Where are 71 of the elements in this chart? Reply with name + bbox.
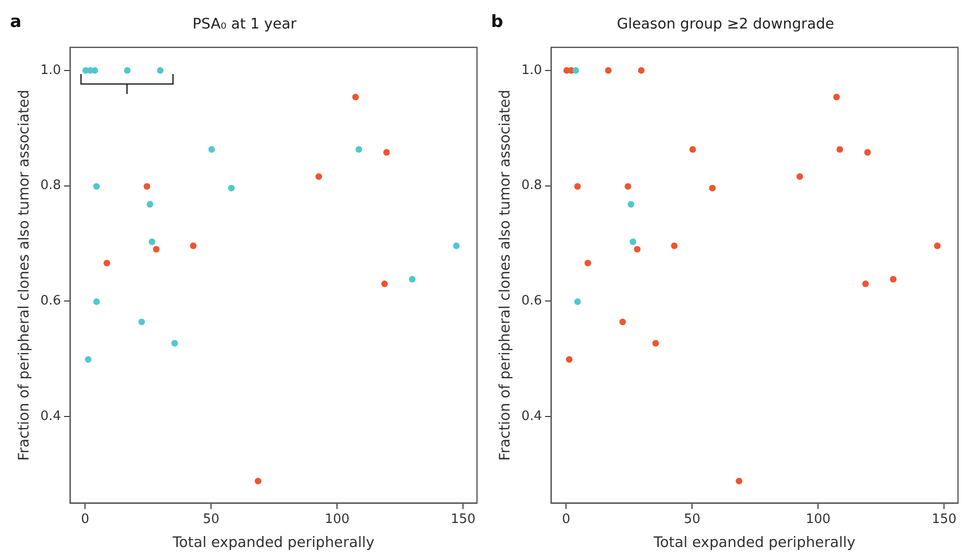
point bbox=[574, 183, 581, 190]
y-axis-title: Fraction of peripheral clones also tumor associated bbox=[497, 90, 514, 461]
point bbox=[146, 200, 154, 208]
point bbox=[619, 318, 626, 326]
y-tick-label: 0.4 bbox=[40, 408, 62, 424]
point bbox=[383, 149, 390, 156]
point bbox=[93, 298, 100, 306]
point bbox=[652, 340, 659, 347]
point bbox=[689, 146, 696, 153]
point bbox=[453, 242, 460, 250]
point bbox=[864, 149, 871, 156]
point bbox=[148, 238, 156, 246]
x-axis-title: Total expanded peripherally bbox=[172, 535, 375, 552]
y-tick-label: 1.0 bbox=[40, 62, 62, 78]
point bbox=[566, 356, 573, 363]
x-axis-title: Total expanded peripherally bbox=[652, 535, 856, 552]
text: a bbox=[10, 12, 22, 32]
y-tick-label: 0.4 bbox=[521, 408, 542, 424]
point bbox=[124, 67, 131, 74]
chart-title: PSA₀ at 1 year bbox=[192, 16, 296, 32]
y-tick-label: 0.8 bbox=[521, 178, 542, 194]
point bbox=[208, 146, 215, 153]
y-axis-title: Fraction of peripheral clones also tumor associated bbox=[16, 90, 32, 461]
y-tick-label: 1.0 bbox=[521, 62, 542, 78]
y-tick-label: 0.6 bbox=[521, 294, 542, 309]
point bbox=[356, 146, 362, 153]
point bbox=[638, 67, 645, 74]
point bbox=[104, 260, 110, 266]
point bbox=[624, 183, 632, 190]
point bbox=[574, 298, 581, 306]
point bbox=[709, 184, 716, 192]
x-tick-label: 0 bbox=[81, 512, 90, 528]
point bbox=[572, 67, 580, 74]
point bbox=[584, 260, 592, 266]
x-tick-label: 50 bbox=[684, 512, 700, 528]
point bbox=[736, 478, 742, 484]
point bbox=[138, 318, 145, 326]
point bbox=[630, 238, 636, 246]
point bbox=[144, 183, 150, 190]
x-tick-label: 100 bbox=[324, 512, 350, 528]
point bbox=[934, 242, 941, 250]
point bbox=[408, 276, 416, 283]
point bbox=[836, 146, 844, 153]
x-tick-label: 50 bbox=[202, 512, 220, 528]
point bbox=[228, 184, 235, 192]
point bbox=[862, 280, 869, 288]
x-tick-label: 100 bbox=[806, 512, 831, 528]
point bbox=[604, 67, 612, 74]
y-tick-label: 0.8 bbox=[40, 178, 62, 194]
point bbox=[315, 173, 322, 180]
text: b bbox=[491, 12, 504, 32]
point bbox=[171, 340, 178, 347]
point bbox=[156, 67, 164, 74]
point bbox=[796, 173, 804, 180]
point bbox=[254, 478, 262, 484]
point bbox=[634, 246, 641, 253]
point bbox=[190, 242, 197, 250]
chart-title: Gleason group ≥2 downgrade bbox=[616, 16, 834, 32]
point bbox=[93, 183, 100, 190]
x-tick-label: 150 bbox=[932, 512, 957, 528]
x-tick-label: 150 bbox=[450, 512, 476, 528]
x-tick-label: 0 bbox=[562, 512, 570, 528]
point bbox=[152, 246, 160, 253]
point bbox=[833, 94, 840, 100]
point bbox=[670, 242, 678, 250]
point bbox=[890, 276, 897, 283]
y-tick-label: 0.6 bbox=[40, 294, 62, 309]
point bbox=[84, 356, 92, 363]
point bbox=[352, 94, 359, 100]
point bbox=[628, 200, 634, 208]
point bbox=[381, 280, 388, 288]
